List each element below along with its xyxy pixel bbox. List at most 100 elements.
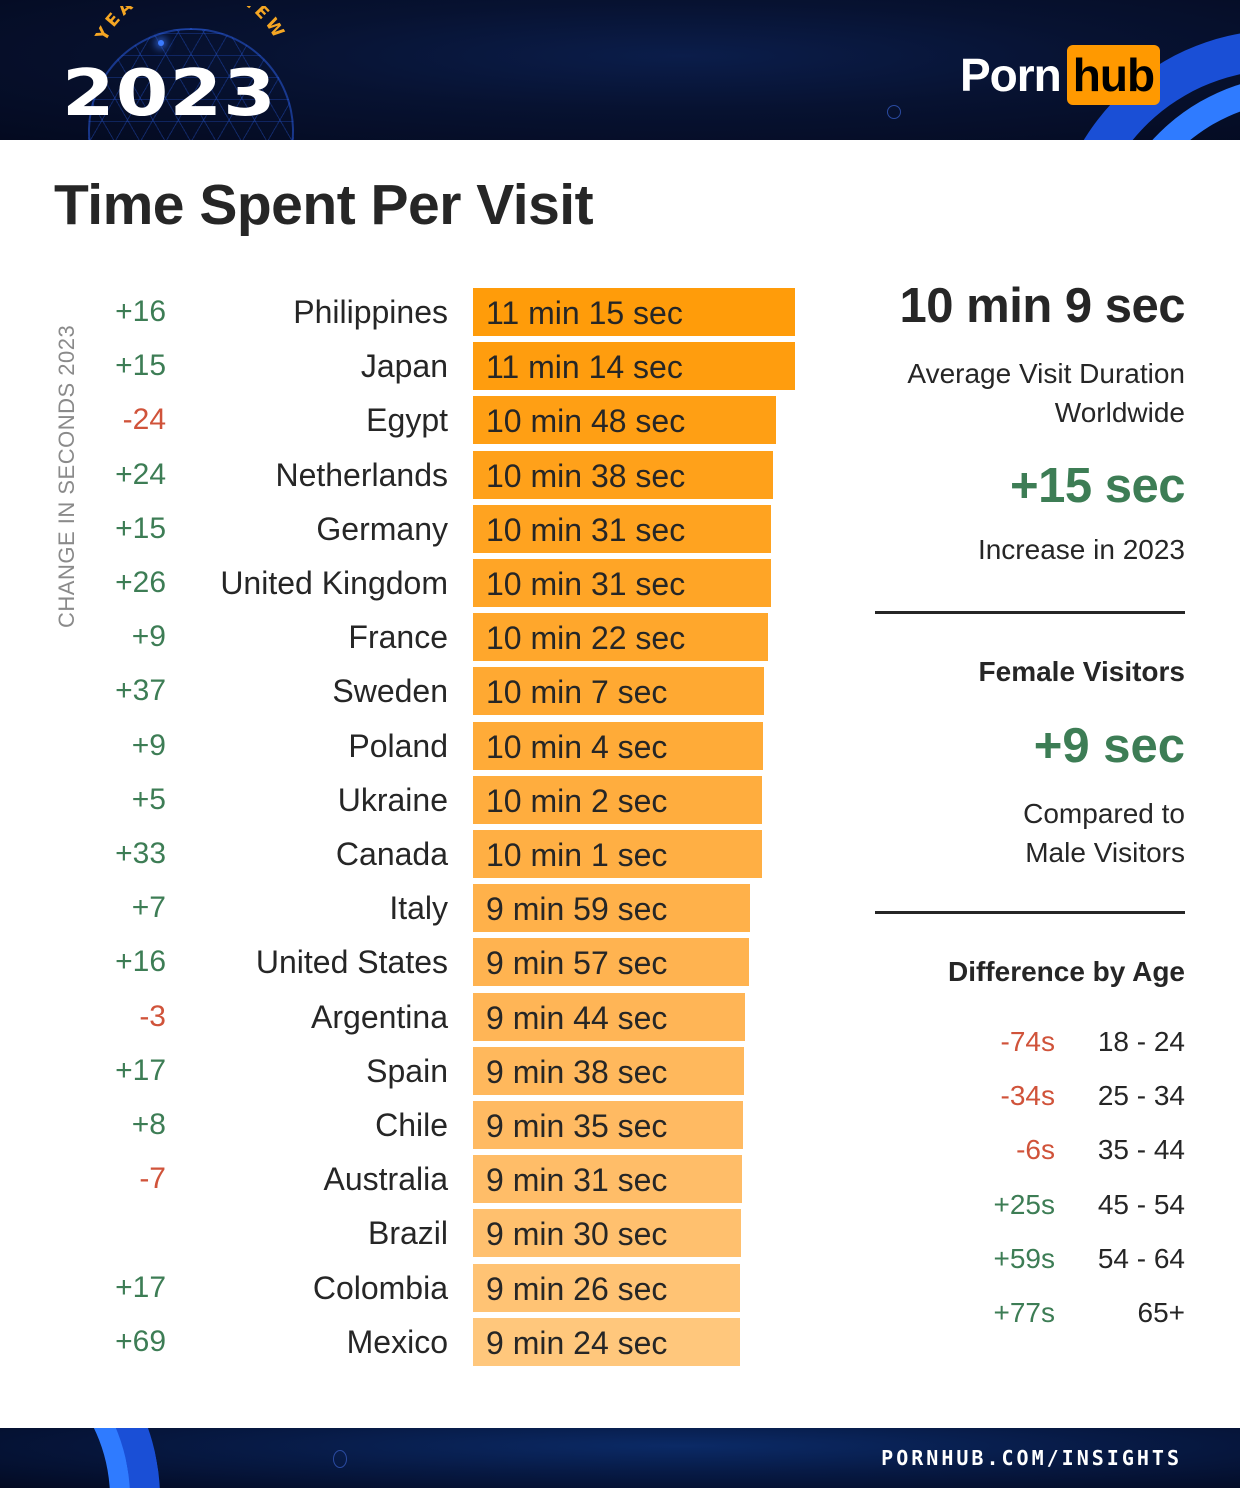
female-visitors-title: Female Visitors	[978, 656, 1185, 687]
chart-row: -7 Australia 9 min 31 sec	[0, 1155, 820, 1204]
year-in-review-badge: YEAR IN REVIEW	[86, 0, 296, 66]
change-value: -3	[139, 999, 166, 1033]
change-value: +24	[115, 457, 166, 491]
chart-row: -24 Egypt 10 min 48 sec	[0, 396, 820, 445]
footer-banner: PORNHUB.COM/INSIGHTS	[0, 1428, 1240, 1488]
duration-bar: 11 min 14 sec	[473, 342, 795, 391]
chart-row: +15 Germany 10 min 31 sec	[0, 504, 820, 553]
country-label: Sweden	[332, 673, 448, 710]
duration-label: 9 min 30 sec	[486, 1216, 668, 1253]
change-value: +8	[131, 1108, 166, 1141]
change-value: +16	[115, 295, 166, 328]
change-value: +69	[115, 1324, 166, 1358]
caption-line: Worldwide	[1054, 397, 1185, 428]
age-diff-value: +59s	[993, 1242, 1056, 1274]
age-difference-title: Difference by Age	[947, 956, 1185, 987]
chart-row: Brazil 9 min 30 sec	[0, 1209, 820, 1258]
country-label: Argentina	[311, 998, 448, 1035]
duration-bar: 10 min 7 sec	[473, 667, 764, 716]
duration-bar: 10 min 4 sec	[473, 721, 763, 770]
country-label: Egypt	[366, 402, 448, 439]
chart-row: +15 Japan 11 min 14 sec	[0, 342, 820, 391]
country-label: Australia	[323, 1161, 449, 1198]
change-value: +37	[115, 674, 166, 708]
age-diff-value: -34s	[1000, 1080, 1055, 1112]
divider	[875, 611, 1185, 614]
age-row: +59s 54 - 64	[870, 1239, 1186, 1279]
age-row: -6s 35 - 44	[870, 1130, 1185, 1170]
average-duration-value: 10 min 9 sec	[899, 279, 1186, 333]
change-value: +7	[131, 891, 166, 925]
duration-bar: 10 min 31 sec	[473, 504, 771, 553]
change-value: +16	[115, 945, 166, 979]
age-range-label: 18 - 24	[1097, 1026, 1185, 1057]
page-title: Time Spent Per Visit	[54, 173, 594, 237]
chart-row: +26 United Kingdom 10 min 31 sec	[0, 559, 820, 607]
country-label: Netherlands	[275, 456, 448, 493]
country-label: United Kingdom	[220, 565, 448, 601]
chart-row: -3 Argentina 9 min 44 sec	[0, 992, 820, 1041]
chart-row: +16 United States 9 min 57 sec	[0, 938, 820, 987]
change-value: -24	[122, 403, 166, 437]
duration-label: 9 min 57 sec	[486, 945, 668, 982]
chart-row: +9 France 10 min 22 sec	[0, 613, 820, 662]
country-label: Colombia	[312, 1269, 448, 1306]
duration-label: 10 min 4 sec	[486, 728, 668, 765]
duration-bar: 9 min 57 sec	[473, 938, 749, 987]
change-value: +15	[115, 511, 166, 545]
duration-label: 9 min 26 sec	[486, 1270, 668, 1307]
insights-link[interactable]: PORNHUB.COM/INSIGHTS	[881, 1446, 1182, 1470]
country-label: Philippines	[293, 294, 448, 330]
age-row: -74s 18 - 24	[870, 1022, 1185, 1062]
duration-bar: 10 min 31 sec	[473, 559, 771, 607]
duration-label: 9 min 44 sec	[486, 999, 668, 1036]
country-label: Italy	[389, 890, 448, 927]
change-value: +17	[115, 1053, 166, 1087]
duration-label: 10 min 22 sec	[486, 620, 686, 657]
increase-caption: Increase in 2023	[977, 534, 1185, 565]
duration-label: 9 min 38 sec	[486, 1053, 668, 1090]
caption-line: Compared to	[1023, 798, 1185, 829]
duration-label: 11 min 15 sec	[486, 295, 683, 331]
age-diff-value: +77s	[993, 1297, 1056, 1328]
svg-text:YEAR IN REVIEW: YEAR IN REVIEW	[92, 6, 290, 46]
duration-bar: 9 min 44 sec	[473, 992, 745, 1041]
divider	[875, 911, 1185, 914]
caption-line: Male Visitors	[1025, 837, 1185, 868]
duration-bar: 10 min 1 sec	[473, 830, 762, 878]
duration-label: 9 min 31 sec	[486, 1162, 668, 1199]
female-visitors-caption: Compared to Male Visitors	[870, 794, 1185, 872]
duration-label: 10 min 7 sec	[486, 674, 668, 711]
age-diff-value: +25s	[993, 1188, 1056, 1220]
chart-row: +17 Spain 9 min 38 sec	[0, 1046, 820, 1095]
duration-label: 9 min 24 sec	[486, 1324, 668, 1361]
duration-label: 11 min 14 sec	[486, 349, 683, 386]
age-range-label: 35 - 44	[1097, 1134, 1185, 1166]
ring-icon	[887, 105, 901, 119]
chart-row: +69 Mexico 9 min 24 sec	[0, 1317, 820, 1366]
duration-bar: 11 min 15 sec	[473, 288, 795, 336]
chart-row: +16 Philippines 11 min 15 sec	[0, 288, 820, 336]
logo-text-right: hub	[1066, 45, 1161, 105]
glow-dot-icon	[158, 40, 164, 46]
country-label: Germany	[316, 510, 448, 547]
age-range-label: 45 - 54	[1097, 1188, 1185, 1220]
change-value: +9	[131, 620, 166, 654]
average-duration-caption: Average Visit Duration Worldwide	[870, 354, 1185, 432]
duration-label: 10 min 31 sec	[486, 511, 686, 548]
duration-bar: 9 min 59 sec	[473, 884, 750, 933]
chart-row: +37 Sweden 10 min 7 sec	[0, 667, 820, 716]
country-label: France	[348, 619, 448, 656]
female-visitors-value: +9 sec	[1033, 719, 1185, 773]
country-label: Poland	[348, 727, 448, 764]
brand-logo[interactable]: Porn hub	[960, 44, 1161, 106]
age-range-label: 54 - 64	[1097, 1242, 1185, 1274]
age-row: +25s 45 - 54	[870, 1185, 1186, 1225]
chart-row: +8 Chile 9 min 35 sec	[0, 1101, 820, 1149]
duration-label: 10 min 31 sec	[486, 566, 686, 602]
change-value: -7	[139, 1162, 166, 1196]
country-label: Spain	[366, 1052, 448, 1089]
chart-row: +7 Italy 9 min 59 sec	[0, 884, 820, 933]
age-row: -34s 25 - 34	[870, 1076, 1185, 1116]
ring-icon	[333, 1450, 347, 1468]
